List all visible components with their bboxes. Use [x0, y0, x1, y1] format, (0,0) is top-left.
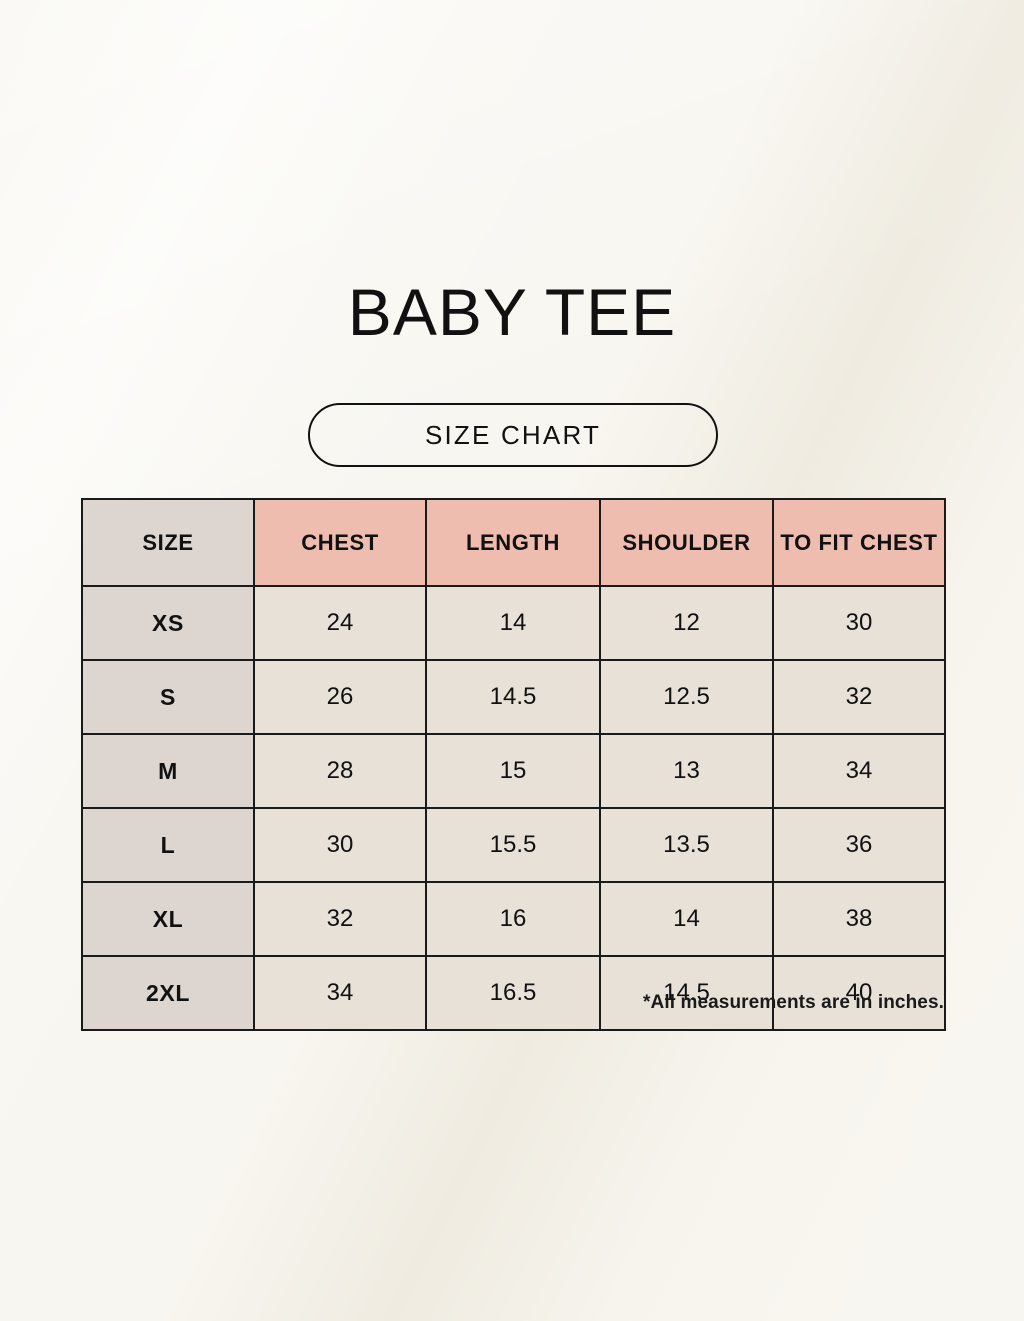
size-chart-badge-label: SIZE CHART	[424, 419, 602, 450]
cell-length: 15	[425, 733, 601, 809]
measurement-footnote: *All measurements are in inches.	[643, 992, 944, 1013]
cell-size: XL	[81, 881, 255, 957]
cell-shoulder: 12	[599, 585, 774, 661]
column-header-to-fit-chest: TO FIT CHEST	[772, 498, 946, 587]
cell-shoulder: 13	[599, 733, 774, 809]
cell-size: XS	[81, 585, 255, 661]
size-table-body: XS 24 14 12 30 S 26 14.5 12.5 32 M 28 15	[81, 585, 946, 1031]
cell-size: L	[81, 807, 255, 883]
cell-to-fit-chest: 34	[772, 733, 946, 809]
cell-length: 16.5	[425, 955, 601, 1031]
table-header-row: SIZE CHEST LENGTH SHOULDER TO FIT CHEST	[81, 498, 946, 587]
cell-to-fit-chest: 30	[772, 585, 946, 661]
cell-to-fit-chest: 32	[772, 659, 946, 735]
cell-chest: 24	[253, 585, 427, 661]
cell-shoulder: 13.5	[599, 807, 774, 883]
table-row: S 26 14.5 12.5 32	[81, 659, 946, 735]
cell-chest: 30	[253, 807, 427, 883]
cell-to-fit-chest: 36	[772, 807, 946, 883]
size-table-head: SIZE CHEST LENGTH SHOULDER TO FIT CHEST	[81, 498, 946, 587]
column-header-chest: CHEST	[253, 498, 427, 587]
column-header-shoulder: SHOULDER	[599, 498, 774, 587]
table-row: 2XL 34 16.5 14.5 40	[81, 955, 946, 1031]
cell-shoulder: 12.5	[599, 659, 774, 735]
cell-length: 15.5	[425, 807, 601, 883]
page-title: BABY TEE	[347, 275, 677, 349]
cell-shoulder: 14.5	[599, 955, 774, 1031]
cell-to-fit-chest: 38	[772, 881, 946, 957]
cell-length: 14	[425, 585, 601, 661]
cell-to-fit-chest: 40	[772, 955, 946, 1031]
cell-length: 14.5	[425, 659, 601, 735]
size-table-container: SIZE CHEST LENGTH SHOULDER TO FIT CHEST …	[81, 498, 946, 1031]
size-chart-badge: SIZE CHART	[308, 403, 718, 467]
cell-chest: 34	[253, 955, 427, 1031]
column-header-length: LENGTH	[425, 498, 601, 587]
table-row: M 28 15 13 34	[81, 733, 946, 809]
table-row: XS 24 14 12 30	[81, 585, 946, 661]
cell-shoulder: 14	[599, 881, 774, 957]
cell-size: S	[81, 659, 255, 735]
cell-size: 2XL	[81, 955, 255, 1031]
cell-chest: 26	[253, 659, 427, 735]
cell-chest: 32	[253, 881, 427, 957]
cell-length: 16	[425, 881, 601, 957]
cell-size: M	[81, 733, 255, 809]
table-row: L 30 15.5 13.5 36	[81, 807, 946, 883]
table-row: XL 32 16 14 38	[81, 881, 946, 957]
size-table: SIZE CHEST LENGTH SHOULDER TO FIT CHEST …	[81, 498, 946, 1031]
cell-chest: 28	[253, 733, 427, 809]
column-header-size: SIZE	[81, 498, 255, 587]
